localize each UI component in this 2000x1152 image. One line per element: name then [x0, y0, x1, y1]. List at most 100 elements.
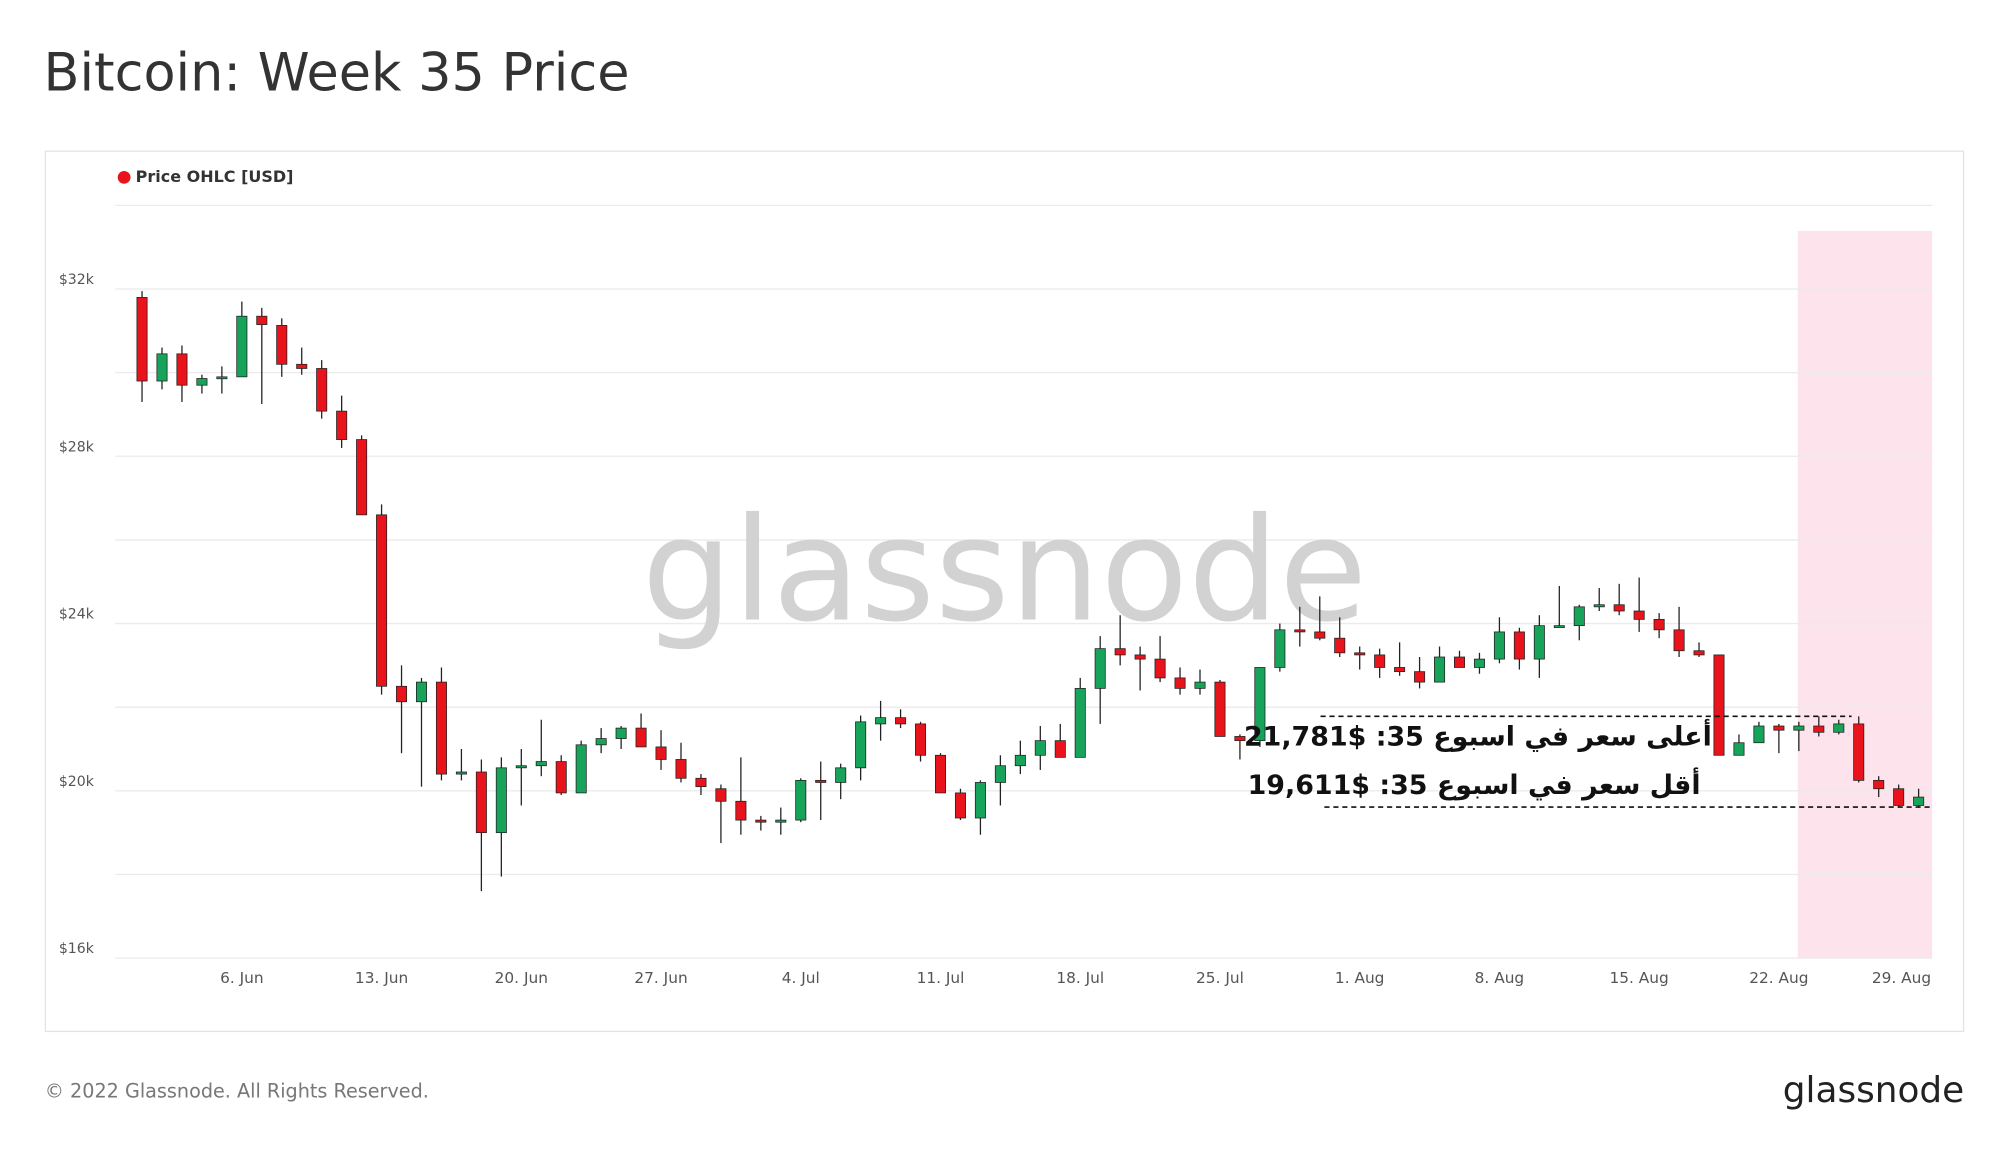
candle-body	[1054, 740, 1066, 758]
candle-body	[136, 297, 148, 382]
candle-body	[1513, 631, 1525, 660]
candle-body	[1453, 656, 1466, 668]
x-tick-label: 8. Aug	[1475, 969, 1525, 987]
legend-label: Price OHLC [USD]	[136, 167, 294, 186]
candle-body	[755, 819, 767, 823]
candle-body	[855, 721, 867, 769]
candle-body	[1174, 677, 1186, 689]
x-tick-label: 13. Jun	[355, 969, 408, 987]
x-tick-label: 4. Jul	[782, 969, 820, 987]
candle-body	[1733, 742, 1745, 756]
candle-body	[1613, 604, 1625, 612]
footer: © 2022 Glassnode. All Rights Reserved.	[45, 1080, 429, 1103]
week-highlight	[1797, 230, 1933, 959]
candle-body	[156, 353, 168, 382]
y-tick-label: $16k	[59, 941, 95, 957]
candle-body	[775, 819, 787, 823]
candle-body	[695, 777, 707, 788]
candle-body	[475, 771, 487, 834]
candle-body	[1214, 681, 1226, 737]
candle-body	[615, 727, 627, 739]
candle-body	[435, 681, 447, 775]
candle-body	[376, 514, 388, 687]
candle-body	[316, 368, 328, 412]
candle-body	[1114, 648, 1126, 656]
candle-body	[1334, 637, 1346, 654]
candle-body	[1833, 723, 1845, 733]
candle-body	[216, 376, 228, 380]
candle-body	[336, 410, 348, 440]
candle-body	[1434, 656, 1446, 683]
y-tick-label: $20k	[59, 774, 95, 790]
candle-body	[1893, 788, 1905, 806]
x-tick-label: 25. Jul	[1196, 969, 1244, 987]
candle-body	[1793, 725, 1805, 731]
x-tick-label: 6. Jun	[220, 969, 264, 987]
reference-label: أعلى سعر في اسبوع 35: $21,781	[1244, 719, 1712, 753]
x-tick-label: 1. Aug	[1335, 969, 1385, 987]
x-tick-label: 11. Jul	[917, 969, 965, 987]
candle-body	[915, 723, 927, 756]
candle-body	[1593, 604, 1605, 608]
candle-body	[635, 727, 647, 748]
candle-body	[1673, 629, 1685, 652]
candle-body	[1713, 654, 1725, 756]
candle-body	[1254, 667, 1266, 742]
candle-body	[715, 788, 727, 802]
x-tick-label: 27. Jun	[634, 969, 687, 987]
candle-body	[1014, 754, 1026, 767]
x-tick-label: 20. Jun	[495, 969, 548, 987]
candle-body	[535, 761, 547, 767]
candle-body	[455, 771, 467, 775]
candle-body	[1274, 629, 1286, 668]
candle-body	[176, 353, 188, 386]
candle-body	[1294, 629, 1306, 633]
candle-body	[835, 767, 847, 783]
candle-body	[934, 754, 947, 794]
candle-body	[1374, 654, 1386, 668]
candle-body	[974, 782, 986, 819]
y-tick-label: $28k	[59, 439, 95, 455]
reference-label: أقل سعر في اسبوع 35: $19,611	[1248, 767, 1701, 801]
watermark: glassnode	[642, 487, 1367, 654]
candle-body	[1553, 625, 1565, 628]
candle-body	[1314, 631, 1326, 639]
candle-body	[296, 363, 308, 369]
candle-body	[415, 681, 427, 703]
candle-body	[1853, 723, 1865, 781]
candle-body	[236, 315, 248, 378]
candle-body	[875, 717, 887, 725]
candle-body	[1633, 610, 1645, 620]
candle-body	[1873, 779, 1885, 790]
candle-body	[1134, 654, 1146, 660]
candle-body	[495, 767, 507, 834]
candle-body	[1194, 681, 1206, 689]
candle-body	[396, 685, 408, 703]
candle-body	[675, 759, 687, 779]
candle-body	[1094, 648, 1106, 689]
x-tick-label: 15. Aug	[1610, 969, 1669, 987]
candle-body	[555, 761, 567, 794]
candle-body	[1493, 631, 1505, 660]
candle-body	[815, 779, 827, 783]
candle-body	[1354, 652, 1366, 656]
candle-body	[1074, 687, 1086, 758]
candle-body	[1573, 606, 1585, 627]
x-tick-label: 22. Aug	[1749, 969, 1808, 987]
legend-marker	[117, 170, 131, 184]
candle-body	[954, 792, 966, 819]
candle-body	[1414, 671, 1426, 683]
candle-body	[1693, 650, 1705, 656]
candle-body	[575, 744, 587, 794]
candle-body	[1913, 796, 1925, 806]
y-tick-label: $24k	[59, 607, 95, 623]
candle-body	[1653, 618, 1665, 631]
candle-body	[1753, 725, 1765, 744]
candle-body	[795, 779, 807, 821]
x-tick-label: 29. Aug	[1872, 969, 1931, 987]
candle-body	[276, 325, 288, 365]
chart-frame	[44, 150, 1965, 1033]
candle-body	[1813, 725, 1825, 733]
